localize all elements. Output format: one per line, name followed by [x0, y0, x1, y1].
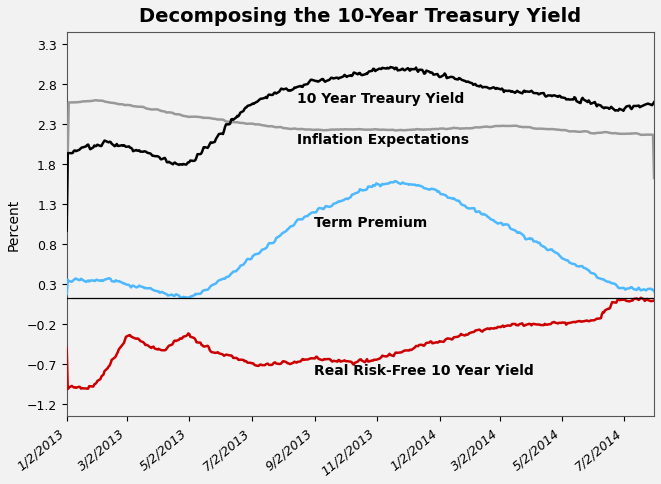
Text: Inflation Expectations: Inflation Expectations [297, 133, 469, 147]
Text: Real Risk-Free 10 Year Yield: Real Risk-Free 10 Year Yield [314, 363, 533, 377]
Y-axis label: Percent: Percent [7, 198, 21, 251]
Text: 10 Year Treaury Yield: 10 Year Treaury Yield [297, 91, 464, 106]
Text: Term Premium: Term Premium [314, 216, 427, 230]
Title: Decomposing the 10-Year Treasury Yield: Decomposing the 10-Year Treasury Yield [139, 7, 582, 26]
